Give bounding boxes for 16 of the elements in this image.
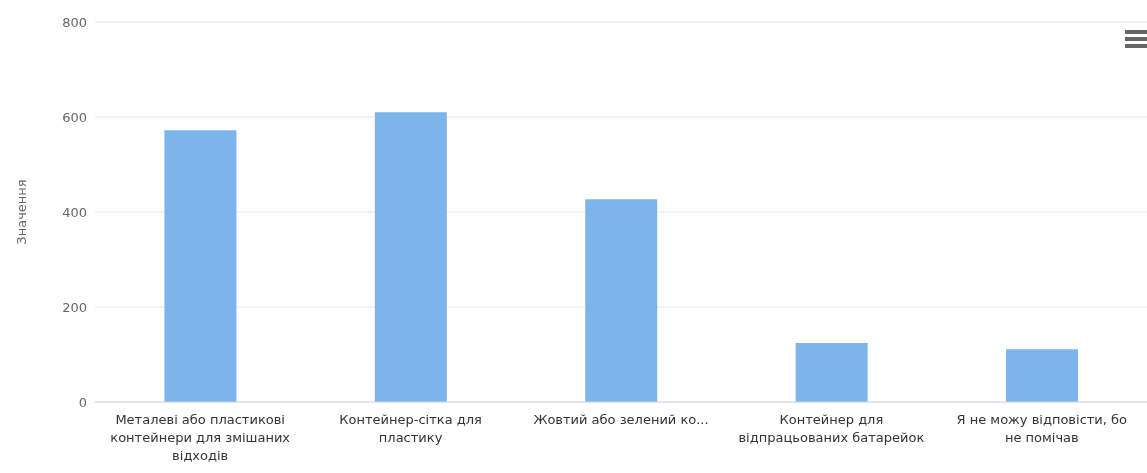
x-tick-label: Я не можу відповісти, бо не помічав <box>956 412 1128 445</box>
y-tick-label: 0 <box>78 394 87 410</box>
bar <box>164 130 237 402</box>
x-tick-label: Металеві або пластикові контейнери для змішаних відходів <box>110 412 291 463</box>
y-tick-label: 400 <box>62 204 87 220</box>
y-axis-title: Значення <box>13 179 29 245</box>
y-tick-label: 200 <box>62 299 87 315</box>
x-tick-label: Жовтий або зелений ко... <box>533 412 709 427</box>
x-tick-label: Контейнер для відпрацьованих батарейок <box>738 412 925 445</box>
bar <box>795 343 868 402</box>
y-tick-label: 600 <box>62 109 87 125</box>
y-tick-label: 800 <box>62 14 87 30</box>
bar <box>585 199 658 402</box>
x-tick-label: Контейнер-сітка для пластику <box>339 412 482 445</box>
bar <box>374 112 447 402</box>
bar <box>1006 349 1079 402</box>
